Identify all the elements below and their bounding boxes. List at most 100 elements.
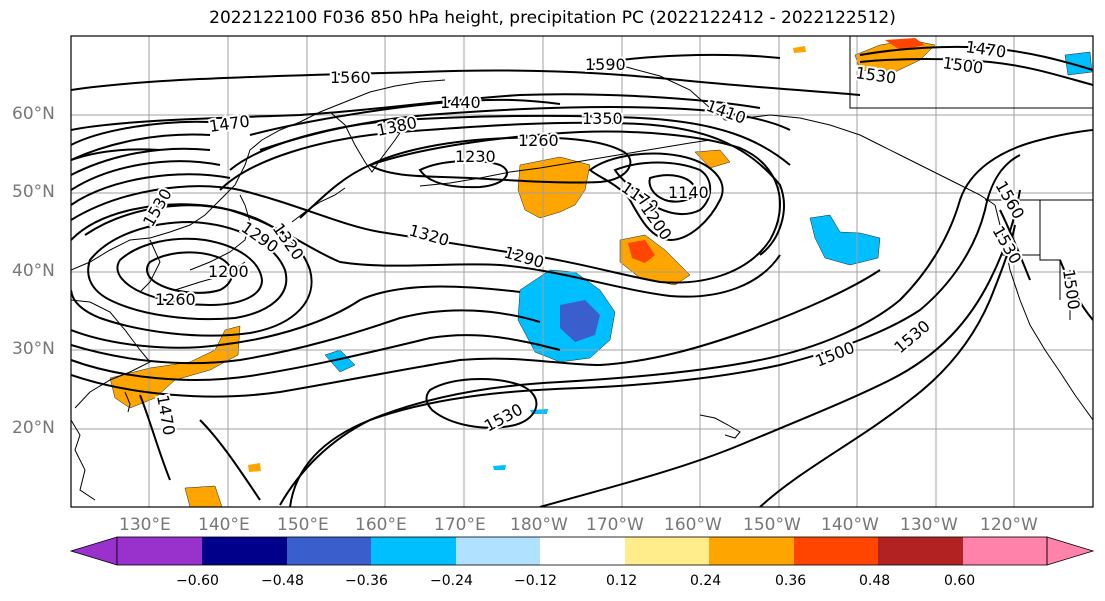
colorbar-bin	[202, 537, 287, 565]
contour-label: 1380	[375, 113, 419, 140]
contour-1350-west	[71, 173, 521, 349]
colorbar-tick-label: −0.48	[261, 573, 304, 589]
colorbar-bin	[287, 537, 371, 565]
colorbar-bin	[456, 537, 540, 565]
contour-1440	[249, 98, 561, 136]
colorbar-tick-label: 0.60	[944, 573, 976, 589]
contour-1320	[71, 130, 781, 284]
precip-positive-region	[517, 156, 591, 219]
lat-label: 40°N	[12, 261, 55, 281]
colorbar-bin	[371, 537, 456, 565]
contour-label: 1200	[208, 262, 249, 281]
precip-positive-region	[793, 46, 806, 53]
philippines-islands	[71, 419, 96, 501]
colorbar-bin	[709, 537, 794, 565]
contour-1560	[71, 69, 861, 96]
contour-1230-west	[87, 220, 288, 321]
contour-label: 1350	[582, 109, 623, 128]
contour-1260-west	[71, 203, 313, 337]
korea-japan-coast	[139, 194, 251, 293]
precip-negative-region	[809, 214, 881, 266]
contour-1500-east	[999, 209, 1093, 321]
colorbar-tick-label: −0.60	[176, 573, 219, 589]
contour-1170-west	[146, 251, 233, 294]
contour-1350	[219, 121, 785, 256]
lat-label: 60°N	[12, 104, 55, 124]
lon-label: 140°W	[821, 515, 879, 535]
taiwan-island	[124, 391, 131, 413]
contour-label: 1590	[585, 55, 626, 74]
lon-label: 180°W	[510, 515, 568, 535]
colorbar-tick-label: −0.24	[430, 573, 473, 589]
precip-strong-negative	[560, 300, 600, 342]
contour-label: 1320	[407, 221, 451, 250]
precip-positive-region	[109, 325, 241, 409]
colorbar-bin	[117, 537, 202, 565]
contour-label: 1140	[668, 183, 709, 202]
contour-1560-south	[539, 189, 1021, 507]
contour-label: 1530	[989, 223, 1026, 268]
colorbar-tick-label: −0.36	[345, 573, 388, 589]
colorbar	[69, 536, 1095, 566]
contour-1200-west	[116, 237, 264, 307]
asia-coast	[71, 79, 446, 271]
precip-strong-positive	[885, 38, 925, 50]
lon-label: 120°W	[980, 515, 1038, 535]
contour-label: 1260	[518, 131, 559, 150]
lat-label: 50°N	[12, 182, 55, 202]
contour-label: 1500	[1059, 268, 1083, 311]
contour-1440-west	[71, 133, 881, 398]
precip-negative-region	[493, 465, 506, 470]
kuril-aleutian-chain	[291, 139, 711, 223]
precip-positive-region	[694, 149, 731, 169]
contour-label: 1260	[155, 290, 196, 309]
north-america-west-coast	[994, 204, 1093, 421]
contour-1140	[648, 174, 697, 203]
contour-1500-ne	[859, 58, 1093, 86]
contour-1530-loop	[425, 377, 538, 429]
lon-label: 140°E	[198, 515, 250, 535]
colorbar-extend-high	[1046, 536, 1095, 566]
contour-1260-east	[367, 136, 632, 184]
contour-label: 1290	[238, 218, 282, 257]
lat-label: 30°N	[12, 339, 55, 359]
china-coast	[71, 299, 151, 409]
contour-1470-west	[71, 120, 211, 481]
contour-label: 1530	[481, 400, 526, 436]
colorbar-bin	[625, 537, 709, 565]
height-contours	[71, 45, 1093, 507]
contour-1230	[418, 159, 508, 189]
contour-1530-east	[759, 224, 1016, 507]
lon-label: 170°E	[434, 515, 486, 535]
lon-label: 150°E	[277, 515, 329, 535]
contour-1470-north	[71, 93, 761, 131]
canada-border	[849, 36, 1093, 109]
precip-strong-positive	[628, 240, 655, 263]
contour-1410-west	[71, 147, 561, 381]
coastlines	[71, 36, 1093, 501]
contour-1380	[229, 114, 791, 171]
map-panel: 1560 1590 1470 1440 1380 1350 1260 1230 …	[71, 36, 1093, 507]
contour-1380-west	[71, 160, 541, 365]
colorbar-tick-label: 0.12	[606, 573, 638, 589]
precip-positive-region	[248, 463, 261, 472]
precip-negative-region	[324, 349, 356, 373]
precip-negative-region	[1064, 51, 1093, 76]
hawaii-islands	[699, 414, 741, 439]
colorbar-tick-label: 0.24	[690, 573, 722, 589]
map-title: 2022122100 F036 850 hPa height, precipit…	[209, 8, 896, 28]
lon-label: 130°E	[119, 515, 171, 535]
contour-label: 1440	[440, 93, 481, 112]
precip-positive-region	[619, 234, 691, 286]
kamchatka-coast	[329, 111, 411, 173]
colorbar-extend-low	[69, 536, 118, 566]
contour-1590	[589, 53, 781, 66]
map-frame	[70, 35, 1094, 508]
lat-label: 20°N	[12, 418, 55, 438]
contour-1530-south	[289, 154, 1021, 507]
contour-labels: 1560 1590 1470 1440 1380 1350 1260 1230 …	[137, 36, 1086, 439]
colorbar-bin	[794, 537, 878, 565]
contour-label: 1470	[153, 393, 179, 436]
contour-label: 1560	[330, 68, 371, 87]
